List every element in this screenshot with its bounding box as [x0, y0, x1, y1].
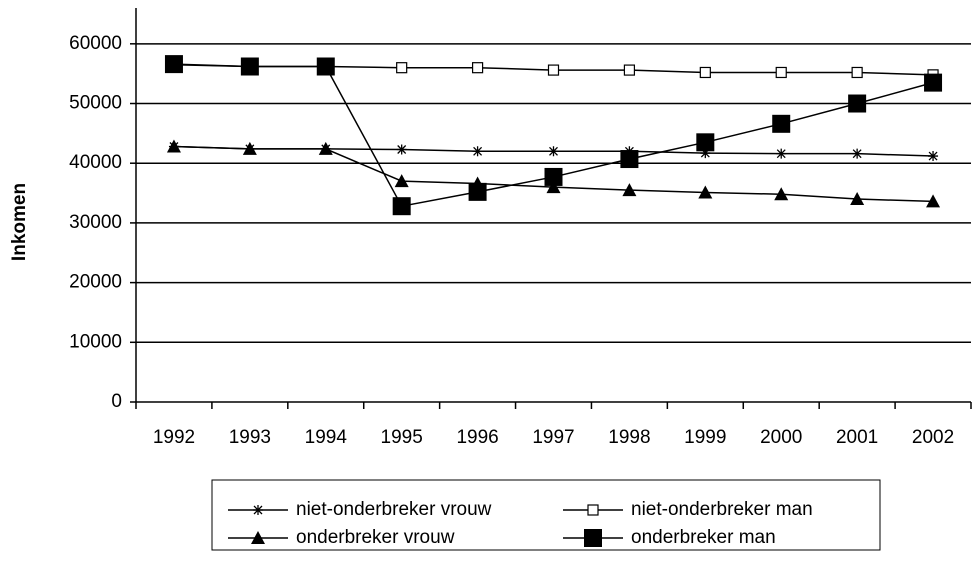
- marker: [166, 139, 181, 153]
- x-tick-label: 2000: [760, 427, 802, 448]
- marker: [620, 150, 639, 169]
- x-tick-label: 1997: [532, 427, 574, 448]
- marker: [546, 180, 561, 194]
- marker: [547, 64, 560, 76]
- marker: [851, 66, 863, 79]
- x-tick-label: 1998: [608, 427, 650, 448]
- x-tick-label: 1999: [684, 427, 726, 448]
- marker: [852, 148, 863, 159]
- marker: [926, 194, 941, 208]
- legend-label: niet-onderbreker man: [631, 499, 813, 520]
- y-tick-label: 10000: [69, 331, 122, 352]
- marker: [471, 62, 484, 74]
- marker: [392, 197, 411, 216]
- marker: [544, 167, 563, 186]
- y-tick-label: 0: [111, 391, 122, 412]
- y-tick-label: 60000: [69, 33, 122, 54]
- marker: [696, 133, 715, 152]
- marker: [396, 144, 407, 155]
- marker: [623, 64, 636, 76]
- legend-box: [211, 479, 881, 551]
- x-tick-label: 2001: [836, 427, 878, 448]
- y-tick-label: 30000: [69, 212, 122, 233]
- marker: [164, 55, 183, 74]
- marker: [928, 151, 939, 162]
- marker: [774, 187, 789, 201]
- marker: [472, 146, 483, 157]
- x-tick-label: 2002: [912, 427, 954, 448]
- legend-label: niet-onderbreker vrouw: [296, 499, 492, 520]
- marker: [772, 114, 791, 133]
- legend-label: onderbreker man: [631, 527, 776, 548]
- x-tick-label: 1996: [456, 427, 498, 448]
- marker: [699, 66, 711, 79]
- marker: [394, 174, 409, 188]
- y-tick-label: 50000: [69, 93, 122, 114]
- marker: [253, 505, 263, 515]
- marker: [242, 141, 257, 155]
- marker: [587, 504, 599, 516]
- y-tick-label: 20000: [69, 272, 122, 293]
- marker: [622, 183, 637, 197]
- marker: [468, 182, 487, 201]
- marker: [848, 94, 867, 113]
- legend-label: onderbreker vrouw: [296, 527, 455, 548]
- marker: [698, 185, 713, 199]
- marker: [316, 57, 335, 76]
- marker: [240, 57, 259, 76]
- y-tick-label: 40000: [69, 152, 122, 173]
- marker: [318, 141, 333, 155]
- marker: [584, 529, 602, 547]
- marker: [924, 73, 943, 92]
- marker: [251, 531, 265, 544]
- marker: [700, 148, 711, 159]
- x-tick-label: 1995: [381, 427, 423, 448]
- marker: [850, 192, 865, 206]
- marker: [548, 146, 559, 157]
- x-tick-label: 1993: [229, 427, 271, 448]
- marker: [776, 148, 787, 159]
- y-axis-label: Inkomen: [9, 183, 30, 261]
- x-tick-label: 1992: [153, 427, 195, 448]
- marker: [396, 62, 408, 74]
- marker: [775, 66, 787, 79]
- x-tick-label: 1994: [305, 427, 348, 448]
